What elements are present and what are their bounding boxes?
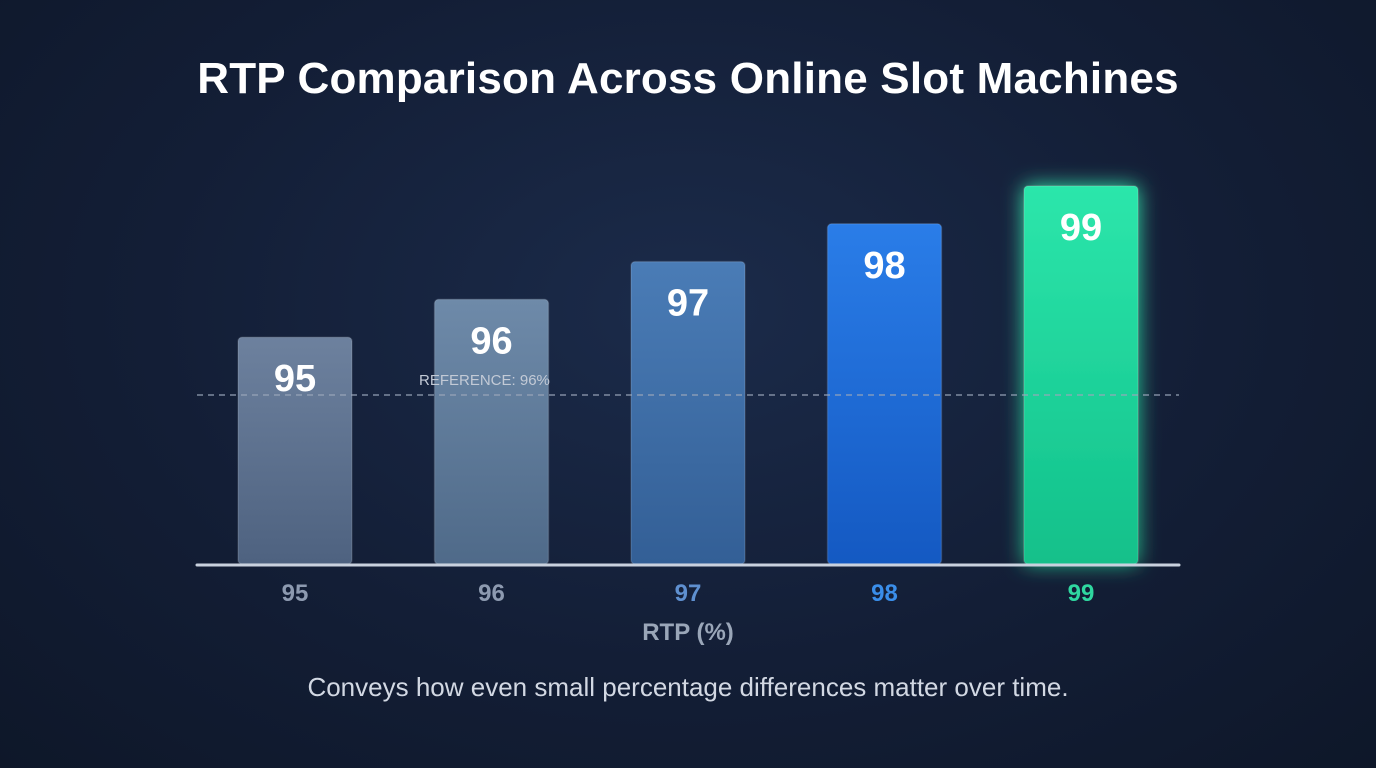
bar-value-label: 97	[667, 283, 709, 325]
x-tick-label: 99	[1068, 580, 1095, 607]
x-tick-label: 97	[675, 580, 702, 607]
x-tick-label: 96	[478, 580, 505, 607]
x-tick-label: 95	[282, 580, 309, 607]
bar-value-label: 99	[1060, 207, 1102, 249]
bar-value-label: 96	[470, 320, 512, 362]
reference-line-label: REFERENCE: 96%	[419, 372, 550, 389]
bar-value-label: 95	[274, 358, 316, 400]
chart-title: RTP Comparison Across Online Slot Machin…	[197, 54, 1179, 103]
bar-value-label: 98	[863, 245, 905, 287]
x-tick-label: 98	[871, 580, 898, 607]
chart-caption: Conveys how even small percentage differ…	[307, 672, 1069, 702]
x-axis-label: RTP (%)	[642, 619, 734, 646]
